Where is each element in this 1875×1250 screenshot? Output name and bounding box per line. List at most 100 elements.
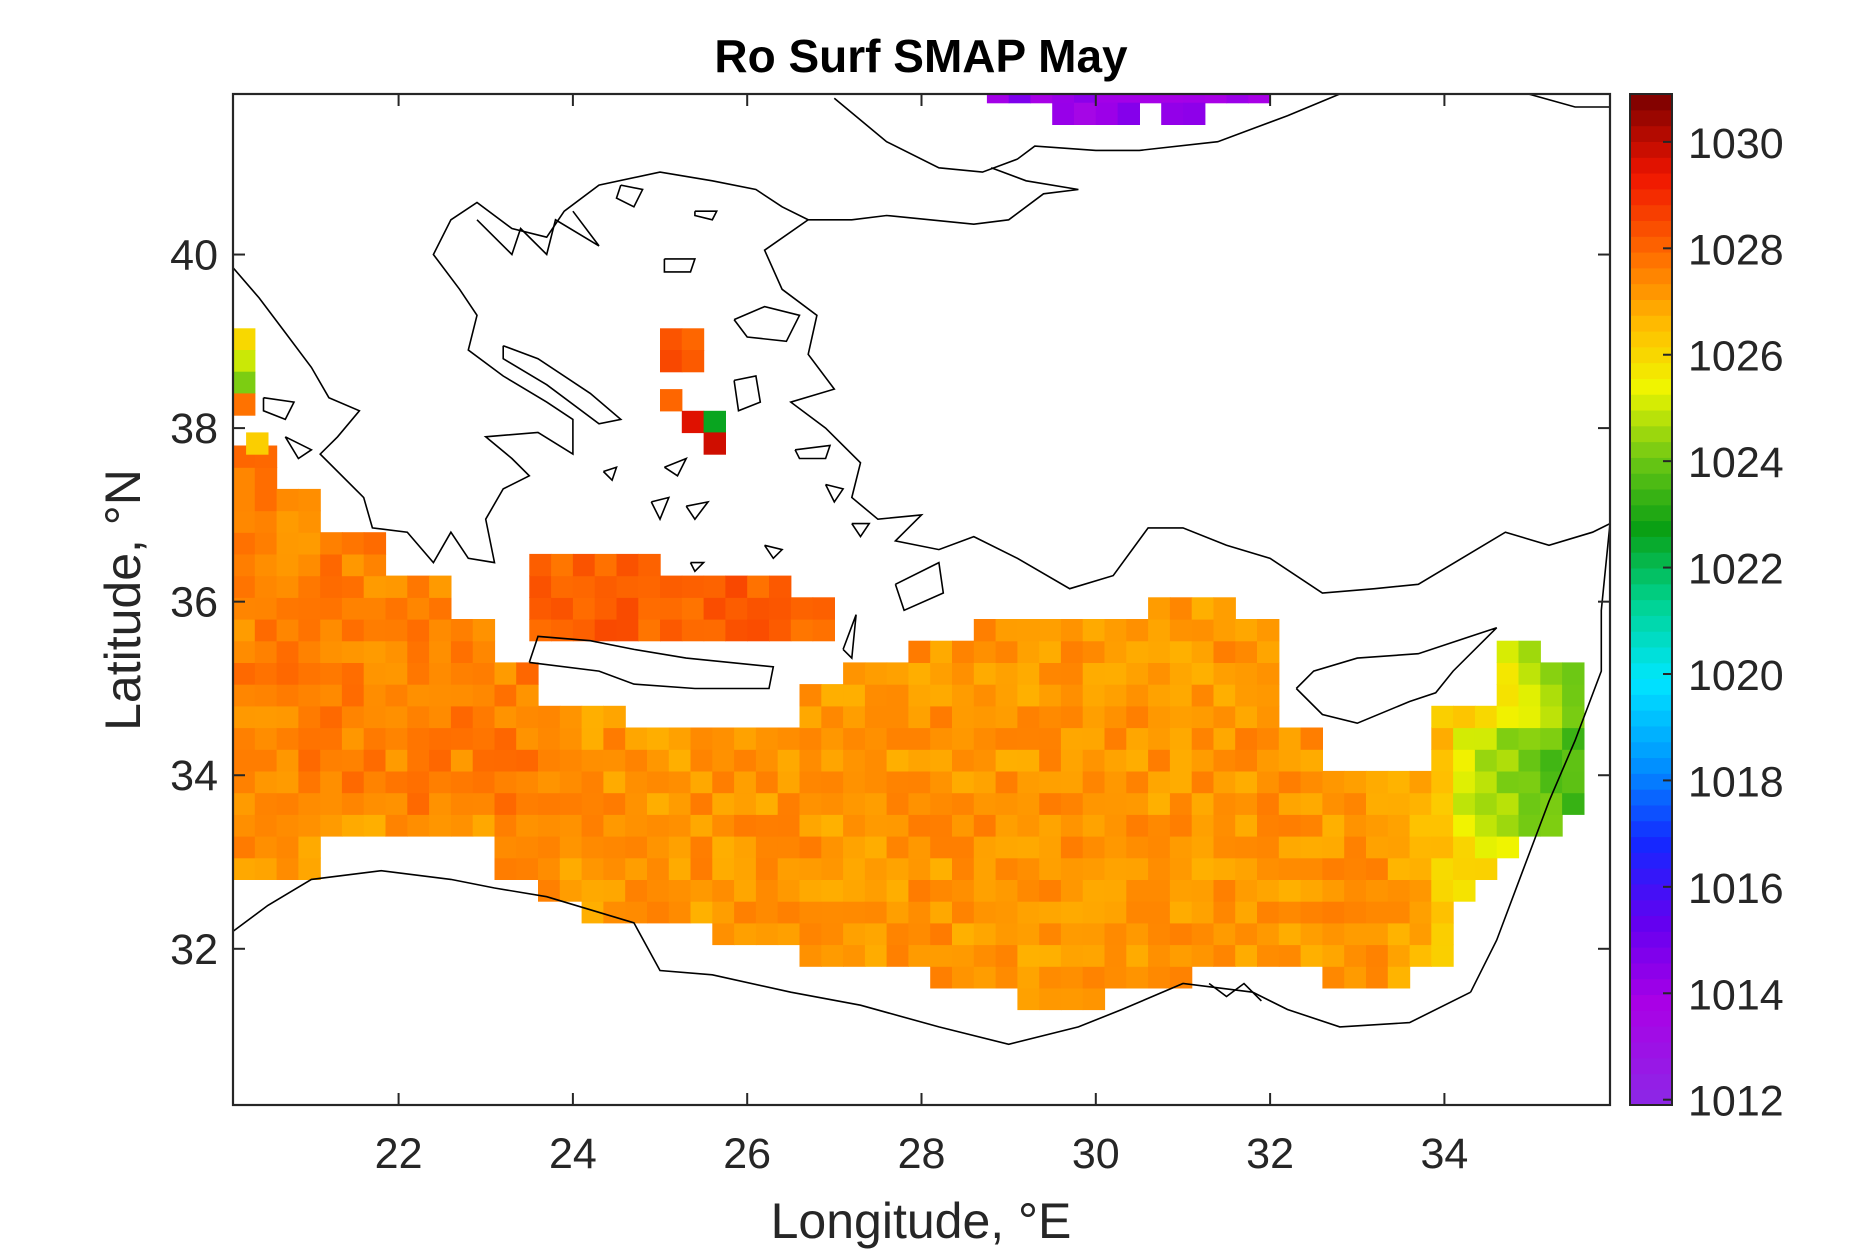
heatmap-cell <box>1518 705 1541 729</box>
heatmap-cell <box>472 619 496 642</box>
heatmap-cell <box>254 836 278 859</box>
heatmap-cell <box>298 640 321 663</box>
heatmap-cell <box>647 749 670 772</box>
heatmap-cell <box>1409 901 1432 924</box>
heatmap-cell <box>516 662 539 685</box>
heatmap-cell <box>1060 727 1084 750</box>
heatmap-cell <box>712 836 735 859</box>
heatmap-cell <box>1039 987 1062 1011</box>
heatmap-cell <box>1257 814 1280 837</box>
heatmap-cell <box>363 770 387 794</box>
heatmap-cell <box>472 640 496 663</box>
heatmap-cell <box>930 684 953 707</box>
heatmap-cell <box>363 640 387 663</box>
heatmap-cell <box>1104 662 1127 685</box>
heatmap-cell <box>625 879 648 902</box>
colorbar-segment <box>1630 915 1672 932</box>
heatmap-cell <box>1235 836 1258 859</box>
heatmap-cell <box>821 814 844 837</box>
heatmap-cell <box>233 467 256 490</box>
heatmap-cell <box>1431 922 1454 946</box>
heatmap-cell <box>1169 640 1193 663</box>
heatmap-cell <box>429 727 452 750</box>
heatmap-cell <box>703 597 726 620</box>
heatmap-cell <box>799 727 822 750</box>
heatmap-cell <box>1104 749 1127 772</box>
heatmap-cell <box>952 944 975 967</box>
heatmap-cell <box>1453 814 1476 837</box>
heatmap-cell <box>1126 879 1149 902</box>
coastline-segment <box>685 500 710 521</box>
heatmap-cell <box>1169 857 1193 880</box>
heatmap-cell <box>1104 836 1127 859</box>
heatmap-cell <box>341 814 365 837</box>
heatmap-cell <box>1117 94 1140 104</box>
heatmap-cell <box>276 705 299 729</box>
colorbar-segment <box>1630 141 1672 158</box>
heatmap-cell <box>581 770 604 794</box>
colorbar-tick-label: 1012 <box>1688 1078 1784 1126</box>
heatmap-cell <box>843 770 866 794</box>
heatmap-cell <box>777 922 801 946</box>
heatmap-cell <box>690 727 713 750</box>
colorbar: 1012 1014 1016 1018 1020 1022 1024 1026 1028 1030 <box>1629 93 1784 1126</box>
heatmap-cell <box>1126 857 1149 880</box>
heatmap-cell <box>581 705 604 729</box>
heatmap-cell <box>320 662 343 685</box>
heatmap-cell <box>341 749 365 772</box>
heatmap-cell <box>320 749 343 772</box>
heatmap-cell <box>1082 922 1106 946</box>
heatmap-cell <box>1257 749 1280 772</box>
heatmap-cell <box>429 792 452 815</box>
heatmap-cell <box>1496 705 1520 729</box>
heatmap-cell <box>725 575 748 598</box>
heatmap-cell <box>233 488 256 512</box>
heatmap-cell <box>864 749 888 772</box>
x-tick-label: 22 <box>375 1130 423 1178</box>
colorbar-segment <box>1630 441 1672 458</box>
colorbar-segment <box>1630 299 1672 316</box>
colorbar-segment <box>1630 315 1672 332</box>
heatmap-cell <box>298 684 321 707</box>
coastline-segment <box>602 465 618 482</box>
heatmap-cell <box>843 836 866 859</box>
heatmap-cell <box>233 532 256 555</box>
heatmap-cell <box>298 770 321 794</box>
heatmap-cell <box>1322 901 1345 924</box>
colorbar-tick-label: 1026 <box>1688 333 1784 381</box>
heatmap-cell <box>886 857 909 880</box>
heatmap-cell <box>559 727 583 750</box>
heatmap-cell <box>864 922 888 946</box>
colorbar-segment <box>1630 789 1672 806</box>
heatmap-cell <box>1235 857 1258 880</box>
colorbar-segment <box>1630 567 1672 585</box>
heatmap-cell <box>864 684 888 707</box>
heatmap-cell <box>538 705 561 729</box>
heatmap-cell <box>660 597 683 620</box>
heatmap-cell <box>1540 770 1563 794</box>
heatmap-cell <box>516 836 539 859</box>
heatmap-cell <box>973 727 997 750</box>
heatmap-cell <box>1540 684 1563 707</box>
heatmap-cell <box>1082 792 1106 815</box>
heatmap-cell <box>1060 684 1084 707</box>
colorbar-segment <box>1630 741 1672 759</box>
heatmap-cell <box>450 792 474 815</box>
heatmap-cell <box>1235 879 1258 902</box>
heatmap-cell <box>1387 857 1411 880</box>
coastline <box>233 94 1610 1046</box>
colorbar-segment <box>1630 725 1672 743</box>
heatmap-cell <box>908 836 931 859</box>
heatmap-cell <box>551 619 574 642</box>
heatmap-cell <box>1017 922 1040 946</box>
heatmap-cell <box>407 770 430 794</box>
heatmap-cell <box>777 901 801 924</box>
heatmap-cell <box>1322 922 1345 946</box>
colorbar-segment <box>1630 1057 1672 1075</box>
heatmap-cell <box>551 575 574 598</box>
heatmap-cell <box>908 662 931 685</box>
heatmap-cell <box>1562 662 1585 685</box>
heatmap-cell <box>559 857 583 880</box>
heatmap-cell <box>276 510 299 533</box>
heatmap-cell <box>233 727 256 750</box>
